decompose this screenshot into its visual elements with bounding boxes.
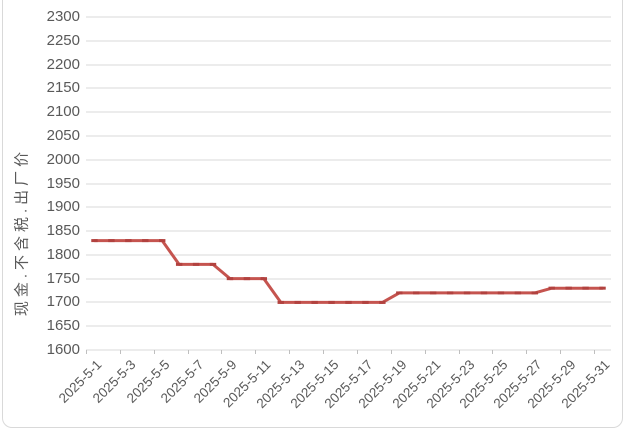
y-tick-label: 1900 [46,198,80,216]
y-tick-label: 1800 [46,245,80,263]
price-series-line [93,239,604,304]
y-tick-label: 2150 [46,79,80,97]
y-tick-label: 2050 [46,126,80,144]
y-tick-label: 2300 [46,8,80,25]
y-tick-label: 1700 [46,293,80,311]
y-tick-label: 1650 [46,317,80,335]
y-tick-label: 2100 [46,103,80,121]
y-tick-label: 1600 [46,341,80,358]
y-tick-label: 1850 [46,222,80,240]
y-tick-label: 1950 [46,174,80,192]
y-tick-label: 2250 [46,31,80,49]
y-tick-label: 2000 [46,150,80,168]
y-tick-label: 2200 [46,55,80,73]
y-tick-label: 1750 [46,269,80,287]
